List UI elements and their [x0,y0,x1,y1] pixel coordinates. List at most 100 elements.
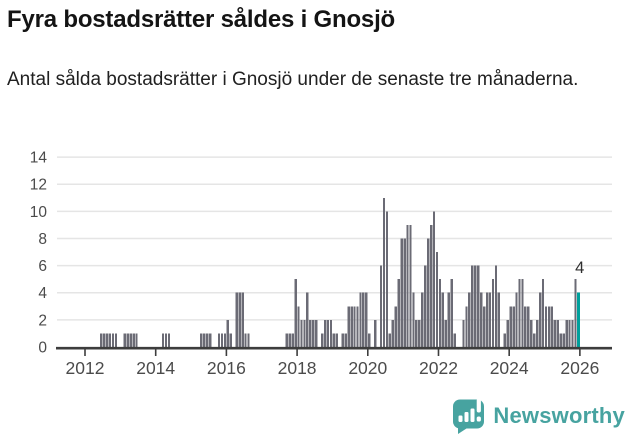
bar [102,333,106,347]
bar [309,319,312,347]
bar [497,292,501,347]
bar [465,306,468,348]
y-axis-tick-label: 12 [30,177,47,194]
bar [350,306,353,348]
bar [235,292,238,347]
bar [403,238,406,347]
bar [547,306,551,348]
bar [382,197,386,347]
bar [347,306,350,348]
bar [574,279,577,348]
x-axis-tick-label: 2024 [490,358,529,378]
bar [332,333,336,347]
bar [220,333,224,347]
bar [468,292,471,347]
y-axis-tick-label: 2 [38,312,47,329]
bar [488,292,492,347]
bar [300,319,303,347]
y-axis-tick-label: 10 [30,204,48,221]
bar [359,292,362,347]
bar [550,306,554,348]
bar [571,319,574,347]
bar [365,292,368,347]
bar [524,306,527,348]
x-axis-tick-label: 2026 [560,358,599,378]
bar [503,333,506,347]
bar [409,224,412,347]
bar [238,292,241,347]
bar [491,279,495,348]
bar [241,292,244,347]
newsworthy-logo[interactable]: Newsworthy [452,398,625,434]
bar [217,333,221,347]
bar [373,319,377,347]
chart-title: Fyra bostadsrätter såldes i Gnosjö [7,6,395,33]
bar [344,333,347,347]
bar [226,319,230,347]
bar [203,333,206,347]
bar [544,306,548,348]
bar [471,265,474,347]
bar [200,333,203,347]
bar [294,279,297,348]
bar [123,333,126,347]
bar [450,279,453,348]
bar [432,211,436,347]
y-axis-tick-label: 0 [38,340,47,357]
bar-chart: 0 2 4 6 8 10 12 14 2012 2014 2016 2018 2020 2022 2024 2… [30,150,612,378]
bar [474,265,477,347]
highlighted-bar [576,292,581,347]
x-axis-tick-label: 2020 [348,358,387,378]
y-axis-tick-label: 4 [38,285,47,302]
bar [129,333,132,347]
x-axis-tick-label: 2016 [207,358,246,378]
bar [356,306,359,348]
bar [530,319,533,347]
bar [515,292,518,347]
bar [447,292,450,347]
bar [167,333,171,347]
bar [494,265,498,347]
bar [441,292,445,347]
bar [368,333,371,347]
bar [559,333,562,347]
bar [480,292,483,347]
bar [424,265,427,347]
bar [114,333,118,347]
bar [326,319,330,347]
bar [353,306,356,348]
bar [394,306,397,348]
bar [538,292,542,347]
bar [391,319,394,347]
bar [100,333,103,347]
bar [438,279,442,348]
bar [244,333,247,347]
bar [288,333,291,347]
bar [335,333,339,347]
bar [429,224,433,347]
bar [421,292,424,347]
bar [108,333,112,347]
bar [379,265,383,347]
bar [541,279,545,348]
bar [111,333,115,347]
bar [568,319,571,347]
bar [285,333,288,347]
bar [126,333,129,347]
bar [341,333,344,347]
bar [556,319,559,347]
bar [385,211,389,347]
latest-value-label: 4 [575,259,584,277]
bar [477,265,480,347]
bar [132,333,135,347]
bar [444,319,448,347]
bar [164,333,168,347]
bar [518,279,521,348]
bar [323,319,327,347]
bar [306,292,309,347]
x-axis-tick-label: 2012 [66,358,105,378]
bar [362,292,365,347]
bar [320,333,324,347]
bar [291,333,294,347]
bar [229,333,232,347]
